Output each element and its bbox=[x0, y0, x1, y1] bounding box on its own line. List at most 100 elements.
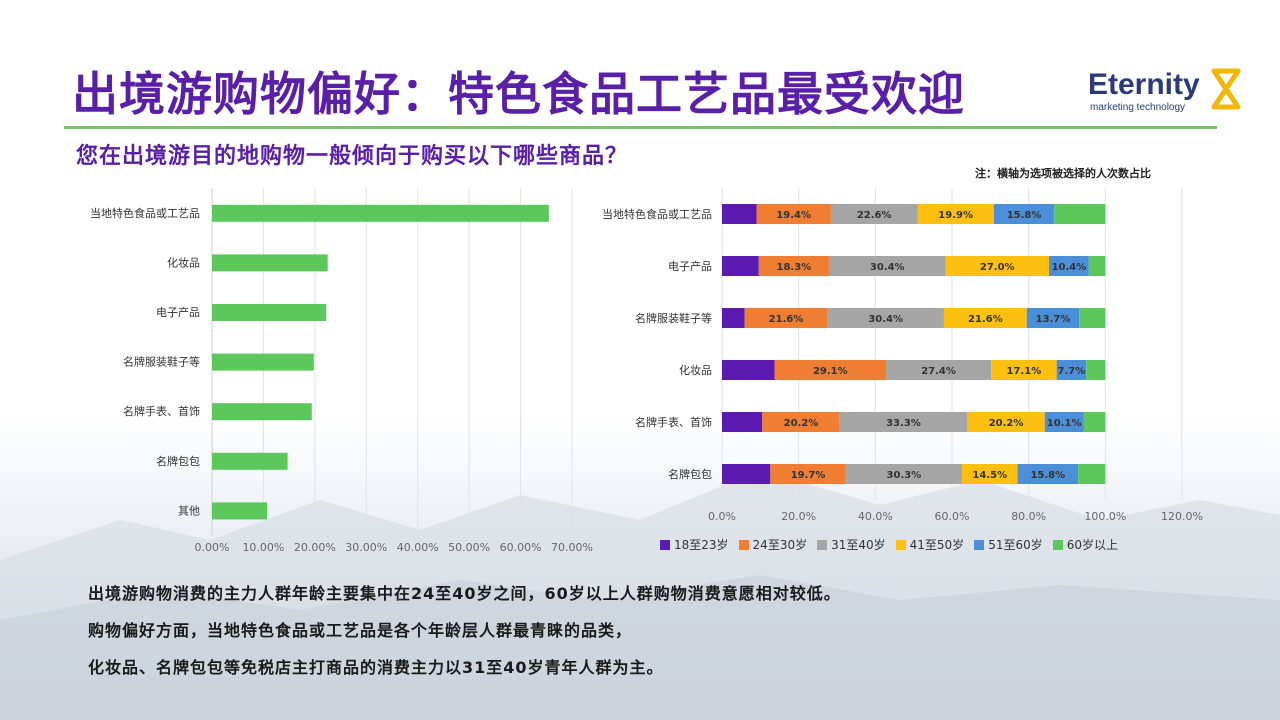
bar bbox=[212, 502, 268, 520]
stacked-segment bbox=[943, 308, 1027, 328]
stacked-segment bbox=[722, 256, 759, 276]
legend-label: 51至60岁 bbox=[988, 538, 1043, 552]
brand-logo: Eternity marketing technology bbox=[1088, 68, 1258, 118]
stacked-segment bbox=[1017, 464, 1079, 484]
legend-item: 24至30岁 bbox=[738, 536, 808, 553]
data-label: 30.4% bbox=[868, 314, 903, 325]
logo-text: Eternity bbox=[1088, 68, 1200, 101]
stacked-segment bbox=[1026, 308, 1080, 328]
data-label: 13.7% bbox=[1036, 314, 1071, 325]
x-tick-label: 80.0% bbox=[1011, 510, 1046, 523]
stacked-segment bbox=[774, 360, 887, 380]
age-stacked-bar-chart: 0.0% 20.0% 40.0% 60.0% 80.0% 100.0% 120.0% 当地特色… bbox=[602, 188, 1203, 523]
stacked-segment bbox=[1083, 412, 1106, 432]
data-label: 30.4% bbox=[870, 262, 905, 273]
legend-swatch bbox=[738, 539, 749, 550]
data-label: 30.3% bbox=[887, 470, 922, 481]
data-label: 20.2% bbox=[989, 418, 1024, 429]
category-label: 当地特色食品或工艺品 bbox=[602, 207, 712, 221]
x-tick-label: 0.0% bbox=[708, 510, 736, 523]
legend-item: 51至60岁 bbox=[974, 536, 1043, 553]
data-label: 19.7% bbox=[791, 470, 826, 481]
stacked-segment bbox=[1088, 256, 1106, 276]
legend-swatch bbox=[817, 539, 828, 550]
data-label: 14.5% bbox=[972, 470, 1007, 481]
stacked-segment bbox=[917, 204, 994, 224]
stacked-segment bbox=[722, 204, 757, 224]
data-label: 33.3% bbox=[886, 418, 921, 429]
stacked-segment bbox=[758, 256, 829, 276]
data-label: 17.1% bbox=[1007, 366, 1042, 377]
legend-item: 18至23岁 bbox=[660, 536, 729, 553]
stacked-segment bbox=[722, 308, 745, 328]
data-label: 7.7% bbox=[1058, 366, 1086, 377]
logo-subtext: marketing technology bbox=[1090, 102, 1186, 113]
x-tick-label: 120.0% bbox=[1161, 510, 1203, 523]
axis-note: 注：横轴为选项被选择的人次数占比 bbox=[975, 167, 1151, 180]
x-tick-label: 40.00% bbox=[397, 541, 439, 554]
stacked-segment bbox=[762, 412, 840, 432]
stacked-segment bbox=[722, 464, 771, 484]
preference-bar-chart: 0.00% 10.00% 20.00% 30.00% 40.00% 50.00% 60.00… bbox=[90, 188, 593, 554]
category-label: 名牌手表、首饰 bbox=[123, 404, 200, 418]
bar bbox=[212, 254, 328, 272]
data-label: 27.0% bbox=[980, 262, 1015, 273]
x-tick-label: 60.00% bbox=[500, 541, 542, 554]
bar bbox=[212, 403, 312, 421]
stacked-segment bbox=[770, 464, 846, 484]
data-label: 15.8% bbox=[1007, 210, 1042, 221]
bar bbox=[212, 304, 327, 321]
stacked-segment bbox=[722, 412, 763, 432]
stacked-segment bbox=[839, 412, 968, 432]
legend-swatch bbox=[895, 539, 906, 550]
stacked-segment bbox=[1078, 464, 1106, 484]
x-tick-label: 60.0% bbox=[935, 510, 970, 523]
category-label: 名牌包包 bbox=[668, 467, 712, 481]
legend-item: 31至40岁 bbox=[817, 536, 886, 553]
x-tick-label: 70.00% bbox=[551, 541, 593, 554]
x-tick-label: 20.00% bbox=[294, 541, 336, 554]
stacked-segment bbox=[1048, 256, 1089, 276]
stacked-segment bbox=[756, 204, 831, 224]
data-label: 15.8% bbox=[1030, 470, 1065, 481]
data-label: 29.1% bbox=[813, 366, 848, 377]
x-tick-label: 30.00% bbox=[345, 541, 387, 554]
data-label: 21.6% bbox=[968, 314, 1003, 325]
finding-2: 购物偏好方面，当地特色食品或工艺品是各个年龄层人群最青睐的品类， bbox=[88, 621, 633, 640]
data-label: 22.6% bbox=[857, 210, 892, 221]
age-legend: 18至23岁 24至30岁 31至40岁 41至50岁 51至60岁 60岁以上 bbox=[660, 536, 1118, 553]
stacked-segment bbox=[828, 256, 946, 276]
stacked-segment bbox=[961, 464, 1018, 484]
bar bbox=[212, 204, 549, 222]
data-label: 18.3% bbox=[777, 262, 812, 273]
category-label: 名牌服装鞋子等 bbox=[635, 311, 712, 325]
x-tick-label: 50.00% bbox=[448, 541, 490, 554]
x-tick-label: 40.0% bbox=[858, 510, 893, 523]
finding-3: 化妆品、名牌包包等免税店主打商品的消费主力以31至40岁青年人群为主。 bbox=[88, 658, 664, 677]
findings: 出境游购物消费的主力人群年龄主要集中在24至40岁之间，60岁以上人群购物消费意… bbox=[88, 583, 841, 694]
survey-question: 您在出境游目的地购物一般倾向于购买以下哪些商品？ bbox=[76, 144, 629, 169]
stacked-segment bbox=[945, 256, 1049, 276]
category-label: 名牌包包 bbox=[156, 454, 200, 468]
legend-swatch bbox=[660, 539, 670, 550]
stacked-segment bbox=[886, 360, 992, 380]
x-tick-label: 10.00% bbox=[242, 541, 284, 554]
bar bbox=[212, 353, 314, 371]
bar bbox=[212, 452, 288, 470]
category-label: 电子产品 bbox=[156, 305, 200, 319]
data-label: 10.4% bbox=[1052, 262, 1087, 273]
legend-label: 24至30岁 bbox=[752, 538, 808, 552]
category-label: 名牌服装鞋子等 bbox=[123, 355, 200, 369]
category-label: 其他 bbox=[178, 504, 200, 517]
page-title: 出境游购物偏好：特色食品工艺品最受欢迎 bbox=[72, 67, 965, 121]
data-label: 20.2% bbox=[784, 418, 819, 429]
legend-label: 60岁以上 bbox=[1066, 538, 1119, 552]
stacked-segment bbox=[845, 464, 962, 484]
stacked-segment bbox=[1079, 308, 1106, 328]
stacked-segment bbox=[991, 360, 1057, 380]
stacked-segment bbox=[1054, 204, 1106, 224]
legend-item: 41至50岁 bbox=[895, 536, 964, 553]
stacked-segment bbox=[827, 308, 944, 328]
stacked-segment bbox=[1056, 360, 1087, 380]
